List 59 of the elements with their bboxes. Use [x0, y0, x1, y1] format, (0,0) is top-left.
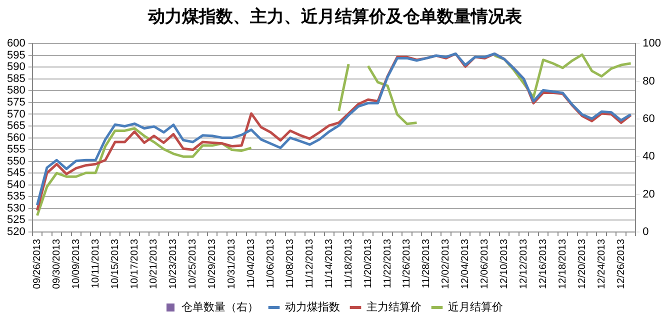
x-tick-label: 12/04/2013 [460, 238, 472, 290]
x-tick-label: 12/02/2013 [440, 238, 452, 290]
x-tick-label: 11/06/2013 [266, 238, 276, 288]
x-tick-label: 11/26/2013 [402, 238, 413, 288]
y-tick-label: 570 [6, 108, 26, 120]
y-tick-label: 520 [6, 226, 26, 238]
y-tick-label: 525 [6, 214, 26, 226]
y-tick-label: 540 [6, 178, 26, 191]
x-tick-label: 10/09/2013 [70, 238, 82, 290]
x-tick-label: 12/18/2013 [557, 238, 568, 290]
x-tick-label: 09/30/2013 [51, 238, 62, 290]
y2-tick-label: 40 [642, 150, 655, 163]
x-tick-label: 11/28/2013 [421, 238, 432, 288]
x-tick-label: 10/31/2013 [226, 238, 238, 290]
x-tick-label: 12/06/2013 [480, 238, 491, 290]
x-tick-label: 11/04/2013 [246, 238, 258, 288]
y2-tick-label: 80 [642, 75, 655, 88]
x-tick-label: 11/18/2013 [343, 238, 354, 288]
legend-label: 近月结算价 [448, 300, 503, 314]
y2-tick-label: 20 [642, 188, 655, 200]
x-tick-label: 10/21/2013 [148, 238, 160, 290]
x-tick-label: 12/26/2013 [616, 238, 627, 290]
y-tick-label: 590 [6, 61, 26, 74]
x-tick-label: 11/20/2013 [362, 238, 374, 288]
y-tick-label: 580 [6, 84, 26, 97]
y-tick-label: 550 [6, 155, 26, 168]
chart-title: 动力煤指数、主力、近月结算价及仓单数量情况表 [146, 6, 523, 29]
x-tick-label: 10/15/2013 [110, 238, 121, 290]
y2-tick-label: 0 [642, 226, 649, 238]
x-tick-label: 12/10/2013 [499, 238, 510, 290]
x-tick-label: 12/16/2013 [538, 238, 549, 290]
legend-label: 主力结算价 [366, 300, 422, 314]
x-tick-label: 10/25/2013 [188, 238, 199, 290]
legend-label: 仓单数量（右） [182, 300, 258, 314]
x-tick-label: 10/11/2013 [90, 238, 102, 288]
x-tick-label: 12/12/2013 [518, 238, 530, 290]
y-tick-label: 555 [6, 144, 26, 156]
x-tick-label: 12/20/2013 [576, 238, 588, 290]
y2-tick-label: 100 [642, 38, 662, 50]
y-tick-label: 585 [6, 72, 26, 85]
y2-tick-label: 60 [642, 112, 655, 125]
x-tick-label: 11/08/2013 [284, 238, 296, 288]
x-tick-label: 11/22/2013 [382, 238, 394, 288]
y-tick-label: 600 [6, 38, 26, 50]
x-tick-label: 11/12/2013 [304, 238, 316, 288]
y-tick-label: 535 [6, 190, 26, 203]
y-tick-label: 530 [6, 202, 26, 214]
y-tick-label: 575 [6, 96, 26, 108]
x-tick-label: 10/23/2013 [168, 238, 180, 290]
y-tick-label: 595 [6, 49, 26, 62]
x-tick-label: 10/17/2013 [129, 238, 140, 290]
x-tick-label: 11/14/2013 [324, 238, 335, 288]
legend-label: 动力煤指数 [285, 300, 340, 314]
y-tick-label: 560 [6, 132, 26, 144]
x-tick-label: 09/26/2013 [32, 238, 43, 290]
y-tick-label: 565 [6, 120, 26, 132]
x-tick-label: 12/24/2013 [596, 238, 608, 290]
x-tick-label: 10/29/2013 [207, 238, 218, 290]
y-tick-label: 545 [6, 167, 26, 180]
